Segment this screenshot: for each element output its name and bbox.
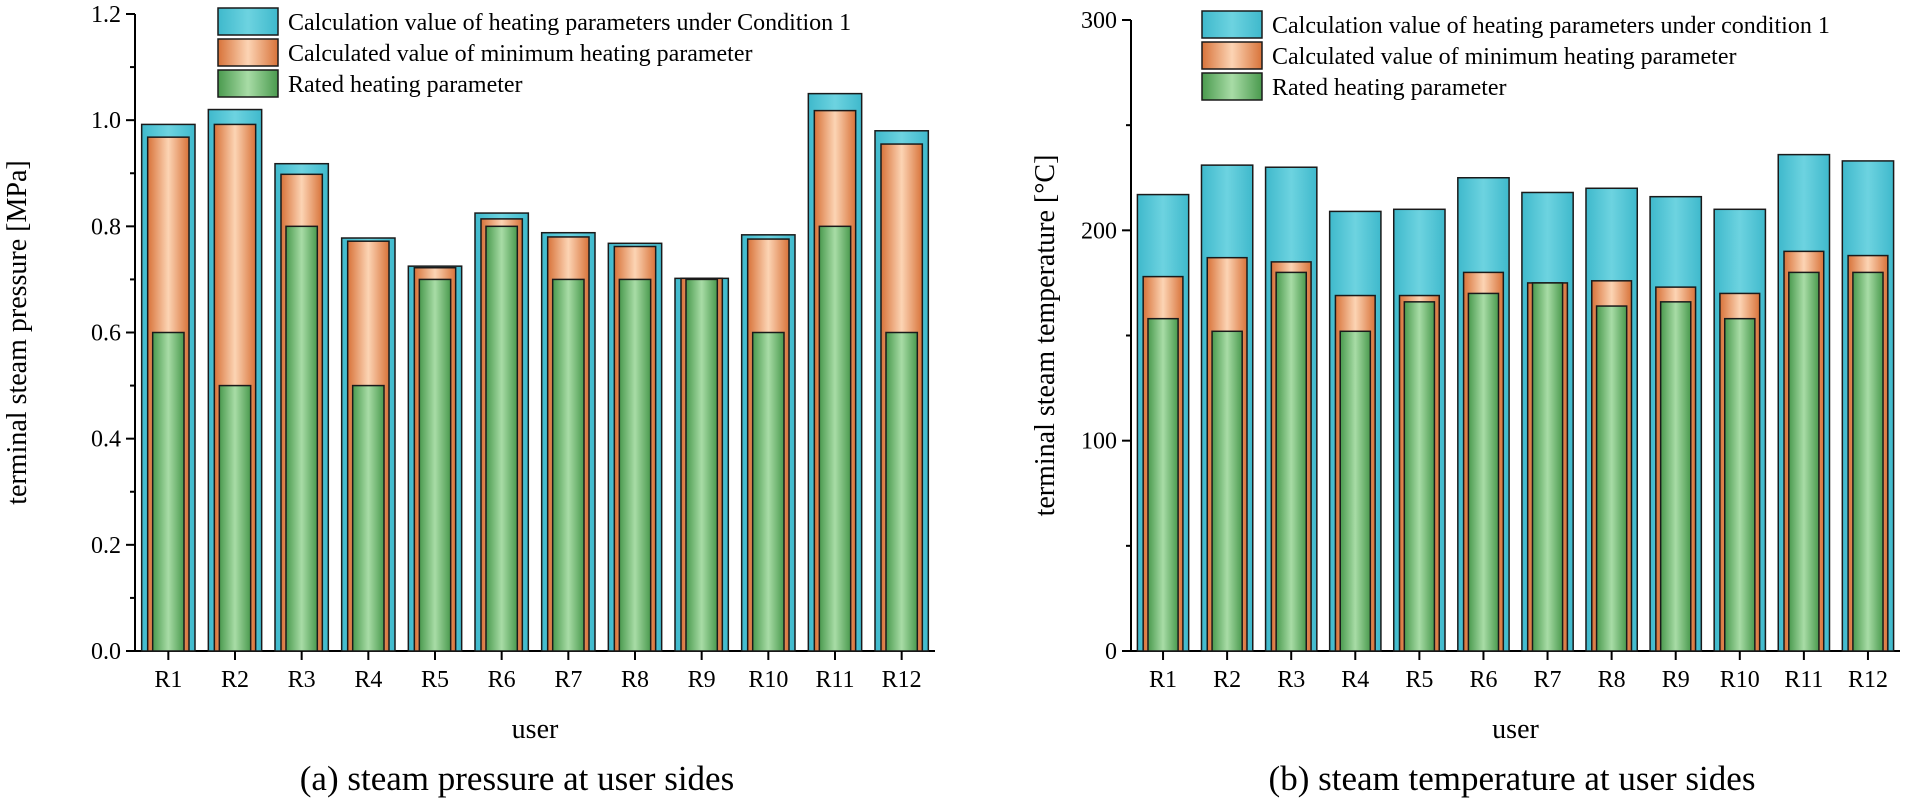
x-tick-label: R10: [748, 667, 788, 693]
bar-rated-r1: [1147, 317, 1179, 652]
y-tick-label: 0.8: [91, 214, 121, 240]
legend-label: Rated heating parameter: [288, 72, 523, 98]
y-tick-label: 0.4: [91, 427, 121, 453]
y-axis-label: terminal steam pressure [MPa]: [2, 160, 33, 504]
bar-rated-r11: [1788, 271, 1820, 652]
x-axis-label: user: [512, 714, 559, 745]
y-tick-label: 200: [1081, 218, 1117, 244]
x-tick-label: R5: [1405, 667, 1433, 693]
bar-rated-r5: [1403, 301, 1436, 652]
bar-rated-r8: [618, 278, 652, 652]
panel-b-temperature: 0 100 200 300 R1 R2 R3 R4 R5 R6 R7 R8 R9 R10 R11 R12 use…: [1030, 8, 1900, 798]
x-tick-label: R12: [1848, 667, 1888, 693]
x-tick-label: R1: [1149, 667, 1177, 693]
legend-swatch: [1201, 72, 1263, 101]
y-axis-label: terminal steam temperature [°C]: [1030, 155, 1061, 517]
bar-rated-r4: [351, 384, 385, 652]
x-tick-label: R3: [1277, 667, 1305, 693]
bar-rated-r3: [1275, 271, 1308, 652]
x-tick-label: R5: [421, 667, 449, 693]
legend-swatch: [217, 38, 279, 67]
y-tick-label: 0: [1105, 639, 1117, 665]
bar-rated-r9: [685, 278, 719, 652]
bar-rated-r10: [751, 331, 785, 652]
bar-rated-r6: [1467, 292, 1500, 652]
x-tick-label: R9: [1662, 667, 1690, 693]
legend-label: Calculated value of minimum heating para…: [1272, 44, 1737, 70]
bar-rated-r5: [418, 278, 452, 652]
panel-a-pressure: 0.0 0.2 0.4 0.6 0.8 1.0 1.2 R1 R2 R3 R4 R5 R6 R7 R8 R9 R…: [2, 2, 935, 798]
x-tick-label: R1: [154, 667, 182, 693]
x-tick-label: R6: [488, 667, 516, 693]
panel-caption: (b) steam temperature at user sides: [1269, 759, 1756, 798]
x-tick-label: R10: [1720, 667, 1760, 693]
bar-rated-r3: [285, 225, 319, 652]
bar-rated-r7: [1531, 282, 1564, 652]
x-tick-label: R12: [882, 667, 922, 693]
y-tick-label: 0.6: [91, 321, 121, 347]
y-tick-label: 100: [1081, 429, 1117, 455]
panel-caption: (a) steam pressure at user sides: [300, 759, 734, 798]
x-tick-label: R7: [1534, 667, 1562, 693]
x-tick-label: R2: [1213, 667, 1241, 693]
x-tick-label: R6: [1469, 667, 1497, 693]
bar-rated-r9: [1659, 301, 1692, 652]
x-tick-label: R11: [815, 667, 854, 693]
x-tick-label: R11: [1784, 667, 1823, 693]
x-tick-label: R4: [354, 667, 382, 693]
y-tick-label: 0.2: [91, 533, 121, 559]
bar-rated-r6: [485, 225, 519, 652]
x-tick-label: R9: [688, 667, 716, 693]
legend-swatch: [1201, 10, 1263, 39]
x-axis-label: user: [1492, 714, 1539, 745]
x-tick-label: R4: [1341, 667, 1369, 693]
legend-label: Rated heating parameter: [1272, 75, 1507, 101]
bar-rated-r8: [1595, 305, 1628, 652]
y-tick-label: 300: [1081, 8, 1117, 34]
x-tick-label: R8: [1598, 667, 1626, 693]
legend-swatch: [1201, 41, 1263, 70]
x-tick-label: R3: [288, 667, 316, 693]
x-tick-label: R2: [221, 667, 249, 693]
bar-rated-r2: [1211, 330, 1243, 652]
legend-label: Calculated value of minimum heating para…: [288, 41, 753, 67]
legend-label: Calculation value of heating parameters …: [1272, 13, 1830, 39]
bar-rated-r10: [1723, 317, 1756, 652]
legend-label: Calculation value of heating parameters …: [288, 10, 851, 36]
bar-rated-r4: [1339, 330, 1372, 652]
legend-swatch: [217, 7, 279, 36]
y-tick-label: 0.0: [91, 639, 121, 665]
y-tick-label: 1.2: [91, 2, 121, 28]
x-tick-label: R7: [554, 667, 582, 693]
bar-rated-r12: [885, 331, 919, 652]
bar-rated-r2: [218, 384, 252, 652]
bar-rated-r1: [151, 331, 185, 652]
y-tick-label: 1.0: [91, 108, 121, 134]
x-tick-label: R8: [621, 667, 649, 693]
legend-swatch: [217, 69, 279, 98]
bar-rated-r7: [551, 278, 585, 652]
bar-rated-r12: [1852, 271, 1884, 652]
bar-rated-r11: [818, 225, 852, 652]
